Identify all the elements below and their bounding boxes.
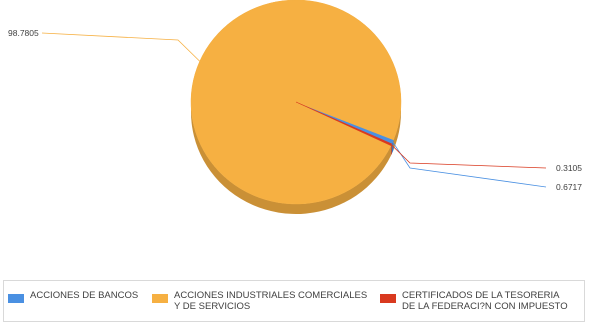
legend-item-industriales: ACCIONES INDUSTRIALES COMERCIALES Y DE S… <box>152 290 367 312</box>
pie-slice-2 <box>295 101 393 146</box>
leader-line-1 <box>41 32 201 62</box>
legend-label-bancos: ACCIONES DE BANCOS <box>30 290 139 301</box>
data-labels-layer: 0.6717 98.7805 0.3105 <box>8 28 582 192</box>
data-label-1: 98.7805 <box>8 28 39 38</box>
data-label-0: 0.6717 <box>556 182 582 192</box>
leader-line-2 <box>391 144 547 169</box>
legend-swatch-certificados <box>380 294 396 303</box>
legend: ACCIONES DE BANCOS ACCIONES INDUSTRIALES… <box>3 280 585 322</box>
pie-slice-side-2 <box>390 143 392 156</box>
legend-label-industriales: ACCIONES INDUSTRIALES COMERCIALES Y DE S… <box>174 290 368 312</box>
data-label-2: 0.3105 <box>556 163 582 173</box>
legend-item-bancos: ACCIONES DE BANCOS <box>8 290 138 303</box>
legend-swatch-bancos <box>8 294 24 303</box>
pie-chart: 0.6717 98.7805 0.3105 <box>8 0 582 214</box>
pie-slices-layer <box>190 0 402 205</box>
leader-line-0 <box>392 141 547 188</box>
legend-label-certificados: CERTIFICADOS DE LA TESORERIA DE LA FEDER… <box>402 290 568 312</box>
legend-swatch-industriales <box>152 294 168 303</box>
leader-lines-layer <box>41 32 547 188</box>
legend-item-certificados: CERTIFICADOS DE LA TESORERIA DE LA FEDER… <box>380 290 568 312</box>
